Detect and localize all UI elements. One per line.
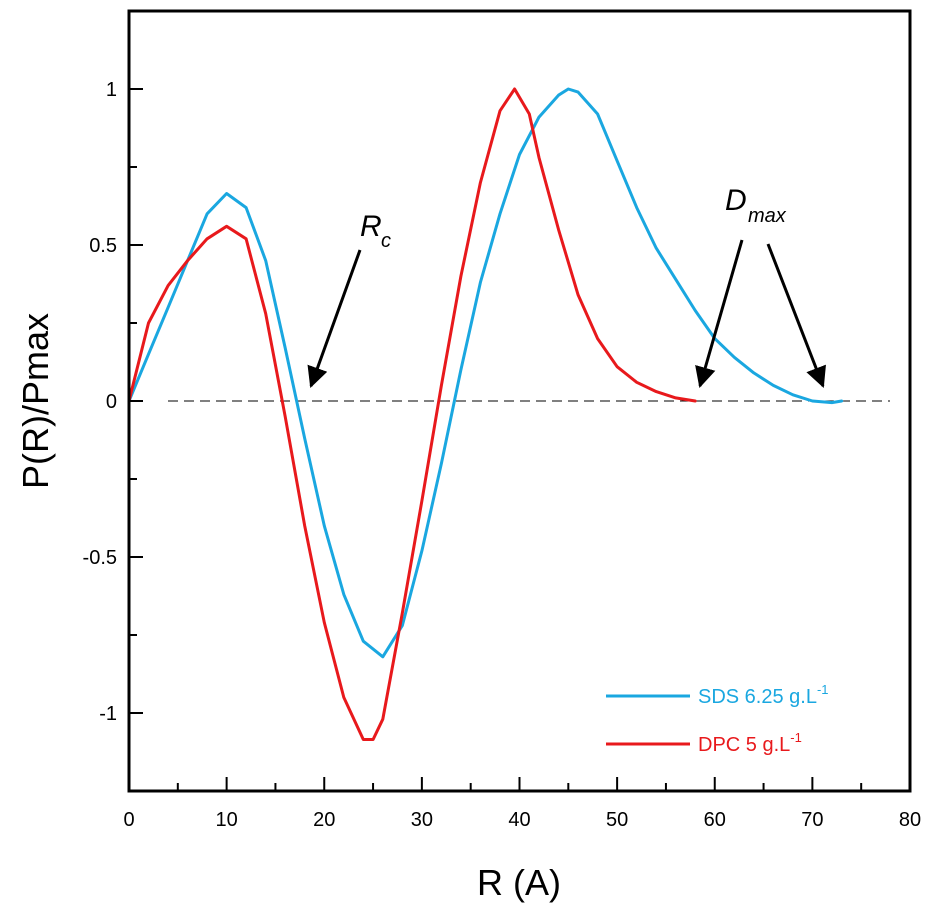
dmax-subscript: max (748, 205, 787, 227)
rc-label: R (360, 210, 382, 243)
x-tick-label: 70 (801, 809, 823, 831)
x-axis-ticks: 0 10 20 30 40 50 60 70 80 (123, 777, 921, 831)
legend-label-sds: SDS 6.25 g.L-1 (698, 682, 829, 708)
y-tick-label: 0.5 (89, 235, 117, 257)
x-tick-label: 10 (216, 809, 238, 831)
series-line-dpc (127, 87, 697, 741)
dmax-arrow-right (766, 243, 826, 388)
x-tick-label: 20 (313, 809, 335, 831)
rc-subscript: c (381, 230, 391, 252)
x-tick-label: 50 (606, 809, 628, 831)
x-tick-label: 0 (123, 809, 134, 831)
dmax-label: D (725, 184, 747, 217)
rc-annotation: R c (307, 210, 391, 388)
x-axis-title: R (A) (477, 862, 561, 903)
y-tick-label: -1 (99, 703, 117, 725)
y-axis-title: P(R)/Pmax (15, 313, 56, 489)
dmax-annotation: D max (695, 184, 826, 389)
y-tick-label: 0 (106, 391, 117, 413)
x-tick-label: 30 (411, 809, 433, 831)
legend-label-dpc: DPC 5 g.L-1 (698, 730, 802, 756)
dmax-arrow-left (695, 239, 744, 389)
legend: SDS 6.25 g.L-1 DPC 5 g.L-1 (606, 682, 829, 756)
y-tick-label: 1 (106, 79, 117, 101)
rc-arrow (307, 249, 362, 388)
y-tick-label: -0.5 (83, 547, 117, 569)
x-tick-label: 60 (704, 809, 726, 831)
series-line-sds (127, 87, 844, 659)
x-tick-label: 40 (508, 809, 530, 831)
x-tick-label: 80 (899, 809, 921, 831)
y-axis-ticks: -1 -0.5 0 0.5 1 (83, 10, 143, 792)
